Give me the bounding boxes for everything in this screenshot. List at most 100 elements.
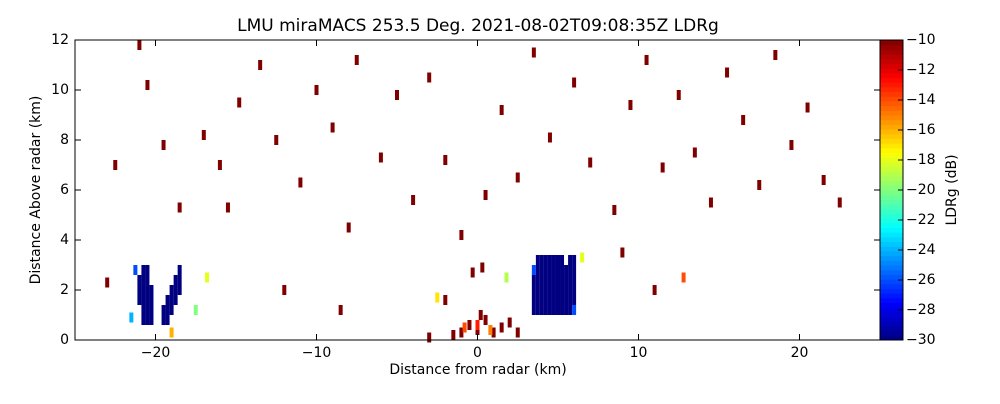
colorbar-swatch bbox=[880, 208, 903, 214]
colorbar-swatch bbox=[880, 161, 903, 168]
radar-cell bbox=[543, 265, 548, 275]
radar-cell bbox=[539, 295, 544, 305]
x-tick-label: 20 bbox=[791, 345, 809, 361]
radar-cell bbox=[459, 327, 464, 338]
radar-cell bbox=[443, 295, 448, 305]
radar-cell bbox=[568, 265, 573, 275]
radar-cell bbox=[547, 285, 552, 295]
radar-cell bbox=[773, 50, 778, 60]
colorbar-swatch bbox=[880, 250, 903, 257]
radar-cell bbox=[560, 255, 565, 265]
radar-cell bbox=[572, 295, 577, 305]
radar-cell bbox=[427, 332, 432, 343]
colorbar-swatch bbox=[880, 63, 903, 69]
colorbar-tick-label: −14 bbox=[906, 92, 936, 108]
radar-cell bbox=[480, 262, 485, 273]
radar-cell bbox=[539, 305, 544, 315]
y-tick-label: 0 bbox=[60, 332, 69, 348]
radar-cell bbox=[515, 327, 520, 338]
radar-cell bbox=[427, 72, 432, 83]
radar-cell bbox=[556, 295, 560, 305]
x-tick-label: −10 bbox=[302, 345, 332, 361]
radar-cell bbox=[141, 275, 146, 285]
radar-cell bbox=[149, 285, 154, 295]
radar-cell bbox=[346, 222, 351, 233]
colorbar-swatch bbox=[880, 143, 903, 149]
radar-cell bbox=[173, 295, 178, 305]
radar-cell bbox=[467, 320, 472, 330]
colorbar-swatch bbox=[880, 171, 903, 177]
colorbar-swatch bbox=[880, 288, 903, 294]
radar-cell bbox=[314, 85, 319, 95]
colorbar-swatch bbox=[880, 86, 903, 93]
colorbar-swatch bbox=[880, 279, 903, 285]
colorbar-swatch bbox=[880, 316, 903, 322]
radar-cell bbox=[515, 172, 520, 183]
radar-cell bbox=[141, 265, 146, 275]
radar-cell bbox=[133, 265, 138, 275]
x-tick-label: 0 bbox=[473, 345, 482, 361]
radar-cell bbox=[145, 305, 150, 315]
radar-cell bbox=[539, 255, 544, 265]
radar-cell bbox=[535, 295, 540, 305]
radar-cell bbox=[821, 175, 826, 185]
radar-cell bbox=[837, 197, 842, 208]
colorbar-tick-label: −30 bbox=[906, 332, 936, 348]
colorbar-swatch bbox=[880, 325, 903, 332]
colorbar-swatch bbox=[880, 54, 903, 60]
radar-cell bbox=[564, 275, 569, 285]
radar-cell bbox=[572, 285, 577, 295]
radar-cell bbox=[475, 320, 480, 330]
radar-cell bbox=[560, 305, 565, 315]
radar-cell bbox=[237, 97, 242, 108]
colorbar-swatch bbox=[880, 260, 903, 266]
radar-cell bbox=[173, 285, 178, 295]
colorbar-label: LDRg (dB) bbox=[944, 154, 960, 225]
colorbar-swatch bbox=[880, 105, 903, 111]
radar-cell bbox=[531, 295, 536, 305]
colorbar-swatch bbox=[880, 330, 903, 336]
radar-cell bbox=[499, 105, 504, 115]
radar-cell bbox=[205, 272, 210, 283]
radar-cell bbox=[551, 265, 556, 275]
radar-cell bbox=[568, 295, 573, 305]
radar-cell bbox=[620, 247, 625, 258]
colorbar-swatch bbox=[880, 152, 903, 158]
radar-cell bbox=[483, 190, 488, 200]
plot-area bbox=[105, 40, 842, 343]
radar-cell bbox=[568, 305, 573, 315]
colorbar-tick-label: −22 bbox=[906, 212, 936, 228]
colorbar-swatch bbox=[880, 185, 903, 191]
radar-cell bbox=[531, 47, 536, 58]
radar-cell bbox=[556, 265, 560, 275]
radar-cell bbox=[543, 305, 548, 315]
radar-cell bbox=[169, 295, 174, 305]
radar-cell bbox=[141, 295, 146, 305]
radar-cell bbox=[217, 160, 222, 170]
colorbar-swatch bbox=[880, 213, 903, 219]
radar-cell bbox=[564, 305, 569, 315]
radar-cell bbox=[470, 267, 475, 278]
radar-cell bbox=[660, 162, 665, 173]
radar-cell bbox=[572, 265, 577, 275]
radar-cell bbox=[568, 285, 573, 295]
radar-cell bbox=[551, 275, 556, 285]
radar-cell bbox=[535, 285, 540, 295]
radar-cell bbox=[725, 67, 730, 78]
colorbar-swatch bbox=[880, 77, 903, 83]
radar-cell bbox=[560, 275, 565, 285]
radar-cell bbox=[535, 305, 540, 315]
colorbar-swatch bbox=[880, 68, 903, 74]
radar-cell bbox=[547, 295, 552, 305]
radar-cell bbox=[543, 285, 548, 295]
radar-cell bbox=[177, 265, 182, 275]
y-tick-label: 4 bbox=[60, 232, 69, 248]
y-tick-label: 2 bbox=[60, 282, 69, 298]
radar-cell bbox=[483, 315, 488, 325]
radar-cell bbox=[177, 285, 182, 295]
colorbar-tick-label: −28 bbox=[906, 302, 936, 318]
radar-cell bbox=[547, 305, 552, 315]
radar-cell bbox=[177, 202, 182, 213]
colorbar-swatch bbox=[880, 246, 903, 252]
